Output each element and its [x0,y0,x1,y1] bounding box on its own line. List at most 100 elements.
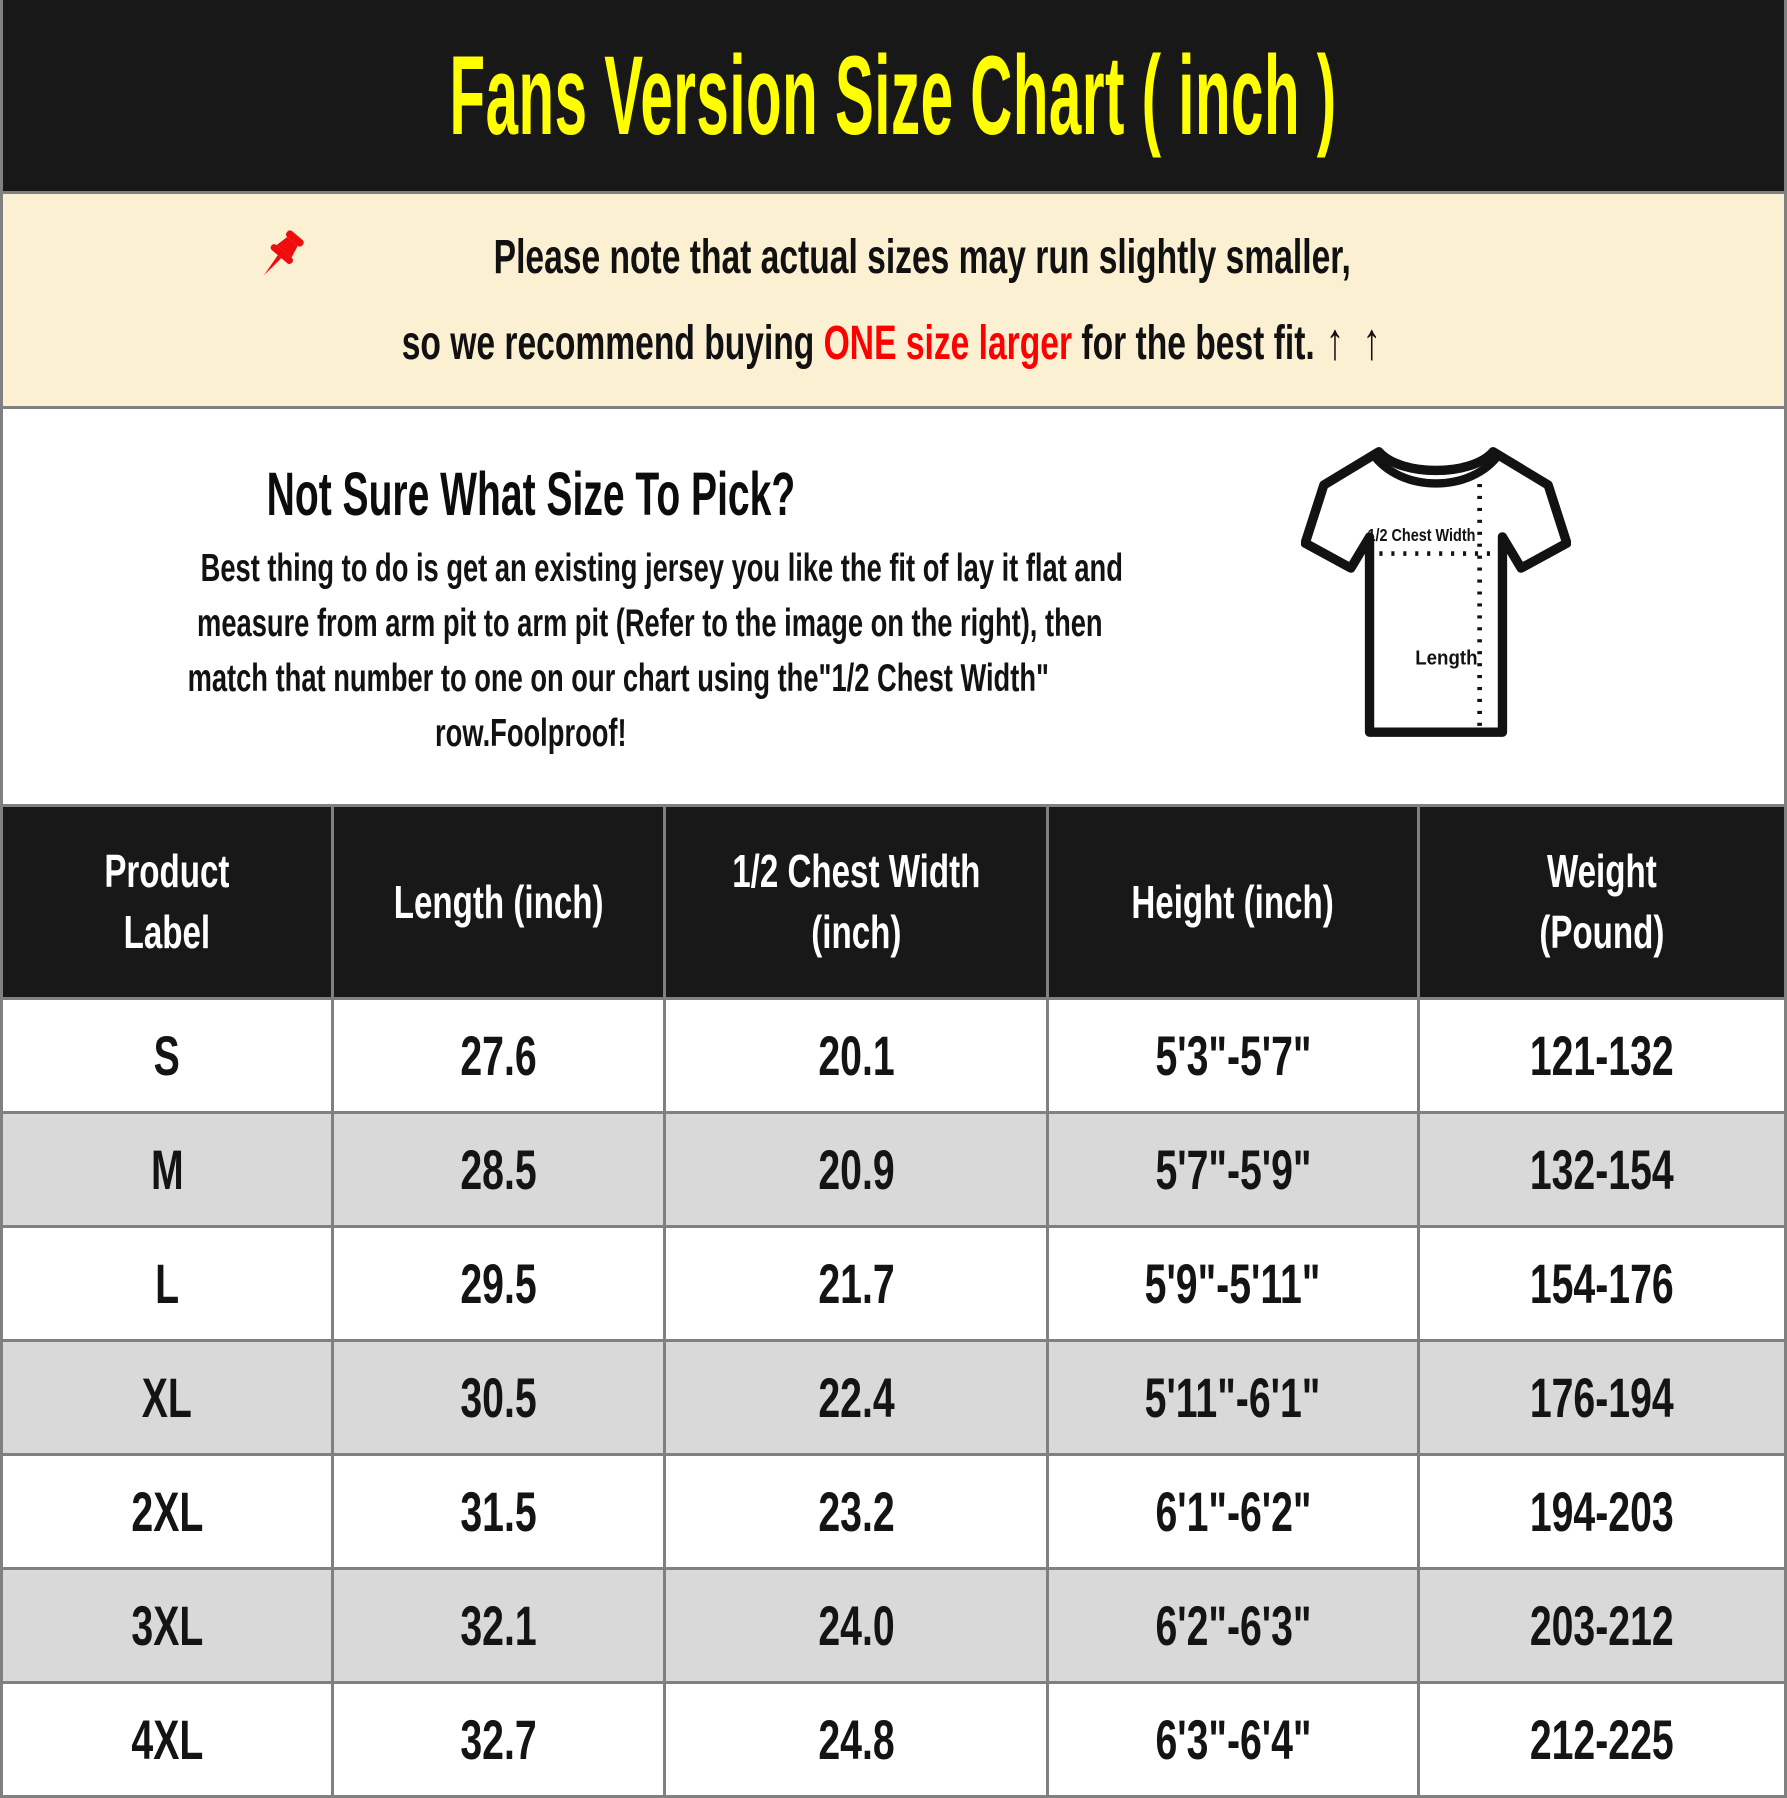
notice-line2-text: so we recommend buying ONE size larger f… [402,312,1385,372]
divider [3,406,1784,409]
chest-width-label: 1/2 Chest Width [1367,525,1475,545]
cell-text: 203-212 [1530,1594,1674,1657]
cell-text: 21.7 [817,1252,895,1315]
size-value-cell: 29.5 [334,1228,663,1339]
cell-text: 23.2 [817,1480,895,1543]
page-title: Fans Version Size Chart ( inch ) [449,33,1338,158]
cell-text: 5'3"-5'7" [1154,1024,1312,1087]
size-value-cell: 5'9"-5'11" [1049,1228,1417,1339]
cell-text: L [155,1252,179,1315]
cell-text: 176-194 [1530,1366,1674,1429]
size-value-cell: 203-212 [1420,1570,1784,1681]
size-value-cell: 24.8 [666,1684,1046,1795]
cell-text: 3XL [131,1594,203,1657]
guide-line-text: Best thing to do is get an existing jers… [200,547,1123,590]
cell-text: 24.8 [817,1708,895,1771]
cell-text: 194-203 [1530,1480,1674,1543]
cell-text: 22.4 [817,1366,895,1429]
tshirt-collar [1369,451,1503,488]
size-label-cell: M [3,1114,331,1225]
size-value-cell: 154-176 [1420,1228,1784,1339]
tshirt-outline [1300,447,1572,737]
size-value-cell: 176-194 [1420,1342,1784,1453]
size-label-cell: XL [3,1342,331,1453]
size-value-cell: 21.7 [666,1228,1046,1339]
size-value-cell: 5'3"-5'7" [1049,1000,1417,1111]
cell-text: 30.5 [460,1366,537,1429]
guide-line: match that number to one on our chart us… [3,651,1058,706]
column-header: 1/2 Chest Width (inch) [666,807,1046,997]
chart-header: Fans Version Size Chart ( inch ) [3,0,1784,191]
cell-text: 121-132 [1530,1024,1674,1087]
cell-text: 6'2"-6'3" [1154,1594,1312,1657]
cell-text: 31.5 [460,1480,537,1543]
size-value-cell: 121-132 [1420,1000,1784,1111]
cell-text: 6'1"-6'2" [1154,1480,1312,1543]
size-label-cell: 2XL [3,1456,331,1567]
cell-text: 5'11"-6'1" [1145,1366,1321,1429]
column-header-label: Height (inch) [1131,875,1335,928]
cell-text: 32.7 [460,1708,537,1771]
column-header-label: 1/2 Chest Width (inch) [731,845,981,958]
column-header-label: Product Label [104,845,230,958]
cell-text: 24.0 [817,1594,895,1657]
guide-line-text: match that number to one on our chart us… [187,657,1049,700]
size-value-cell: 194-203 [1420,1456,1784,1567]
notice-line-1: Please note that actual sizes may run sl… [252,228,1535,286]
cell-text: 154-176 [1530,1252,1674,1315]
size-value-cell: 212-225 [1420,1684,1784,1795]
size-value-cell: 31.5 [334,1456,663,1567]
size-value-cell: 27.6 [334,1000,663,1111]
column-header-label: Length (inch) [393,875,604,928]
size-value-cell: 20.9 [666,1114,1046,1225]
guide-line: row.Foolproof! [3,706,1058,761]
notice-highlight: ONE size larger [823,317,1073,370]
size-value-cell: 28.5 [334,1114,663,1225]
size-value-cell: 6'1"-6'2" [1049,1456,1417,1567]
column-header: Product Label [3,807,331,997]
notice-line1-text: Please note that actual sizes may run sl… [493,230,1352,284]
notice-banner: Please note that actual sizes may run sl… [3,194,1784,406]
page-title-wrap: Fans Version Size Chart ( inch ) [40,31,1746,160]
guide-heading-wrap: Not Sure What Size To Pick? [3,459,1058,529]
size-value-cell: 22.4 [666,1342,1046,1453]
cell-text: 212-225 [1530,1708,1674,1771]
cell-text: 20.9 [817,1138,895,1201]
cell-text: 5'7"-5'9" [1154,1138,1312,1201]
size-value-cell: 5'7"-5'9" [1049,1114,1417,1225]
divider [3,191,1784,194]
size-value-cell: 5'11"-6'1" [1049,1342,1417,1453]
cell-text: XL [141,1366,193,1429]
size-table: Product Label Length (inch) 1/2 Chest Widt… [3,804,1784,1795]
up-arrows: ↑ ↑ [1326,313,1386,371]
guide-text-block: Not Sure What Size To Pick? Best thing t… [3,409,1123,761]
column-header: Weight (Pound) [1420,807,1784,997]
column-header-label: Weight (Pound) [1539,845,1665,958]
size-label-cell: L [3,1228,331,1339]
notice-line2-suffix: for the best fit. [1072,317,1315,370]
cell-text: 4XL [131,1708,203,1771]
guide-line: measure from arm pit to arm pit (Refer t… [3,596,1103,651]
cell-text: 32.1 [460,1594,537,1657]
size-label-cell: S [3,1000,331,1111]
cell-text: 20.1 [817,1024,895,1087]
guide-heading: Not Sure What Size To Pick? [266,460,795,528]
size-value-cell: 23.2 [666,1456,1046,1567]
guide-line-text: row.Foolproof! [434,712,627,755]
cell-text: M [150,1138,184,1201]
cell-text: S [153,1024,181,1087]
guide-line-text: measure from arm pit to arm pit (Refer t… [197,602,1103,645]
size-value-cell: 20.1 [666,1000,1046,1111]
cell-text: 27.6 [460,1024,537,1087]
size-value-cell: 6'2"-6'3" [1049,1570,1417,1681]
guide-paragraph: Best thing to do is get an existing jers… [3,541,1123,761]
size-value-cell: 132-154 [1420,1114,1784,1225]
tshirt-measure-figure: 1/2 Chest Width Length [1300,447,1572,737]
cell-text: 132-154 [1530,1138,1674,1201]
guide-line: Best thing to do is get an existing jers… [3,541,1123,596]
notice-line2-prefix: so we recommend buying [401,317,824,370]
size-value-cell: 32.7 [334,1684,663,1795]
cell-text: 29.5 [460,1252,537,1315]
cell-text: 28.5 [460,1138,537,1201]
